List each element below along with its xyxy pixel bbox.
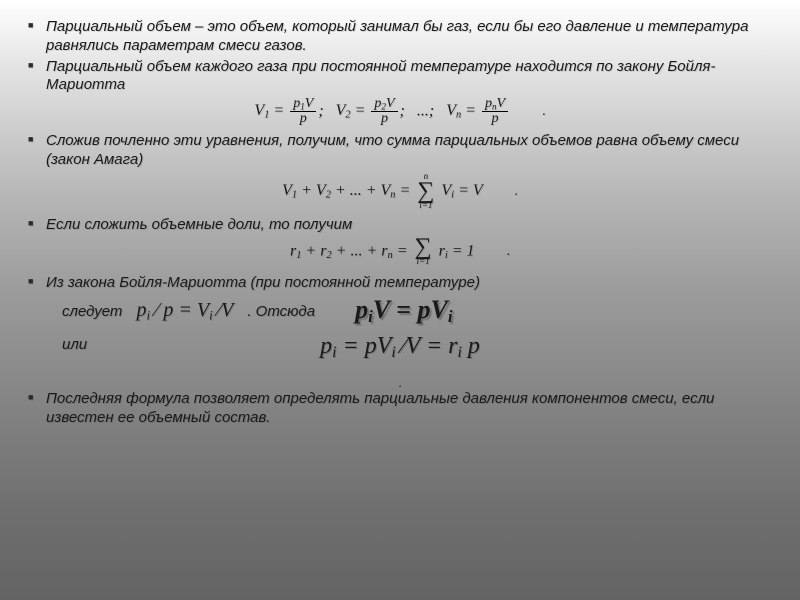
sigma-icon-2: ∑ i=1 bbox=[414, 237, 431, 266]
bullet-5: Из закона Бойля-Мариотта (при постоянной… bbox=[28, 274, 772, 293]
eq1-frac1: p1V p bbox=[290, 97, 316, 126]
eq1-frac2: p2V p bbox=[371, 97, 397, 126]
equation-4a: pi ∕ p = Vi ∕V bbox=[136, 299, 233, 323]
bullet-2: Парциальный объем каждого газа при посто… bbox=[28, 58, 772, 96]
sigma-icon: n ∑ i=1 bbox=[417, 172, 434, 210]
bullet-list-4: Из закона Бойля-Мариотта (при постоянной… bbox=[28, 274, 772, 293]
equation-2: V1 + V2 + ... + Vn = n ∑ i=1 Vi = V . bbox=[28, 172, 772, 210]
eq3-period: . bbox=[507, 244, 511, 259]
equation-4b: piV = pVi bbox=[355, 295, 452, 327]
bullet-list-3: Если сложить объемные доли, то получим bbox=[28, 216, 772, 235]
eq1-vn: Vn = bbox=[446, 102, 480, 119]
bullet-list-5: Последняя формула позволяет определять п… bbox=[28, 390, 772, 428]
bullet-1: Парциальный объем – это объем, который з… bbox=[28, 18, 772, 56]
label-ili: или bbox=[62, 336, 87, 353]
eq1-period: . bbox=[542, 104, 546, 119]
bullet-list-2: Сложив почленно эти уравнения, получим, … bbox=[28, 132, 772, 170]
equation-1: V1 = p1V p ; V2 = p2V p ; ...; Vn = pnV … bbox=[28, 97, 772, 126]
bullet-list: Парциальный объем – это объем, который з… bbox=[28, 18, 772, 95]
slide: Парциальный объем – это объем, который з… bbox=[0, 0, 800, 600]
bullet-4: Если сложить объемные доли, то получим bbox=[28, 216, 772, 235]
eq1-fracn: pnV p bbox=[482, 97, 508, 126]
label-sleduet: следует bbox=[62, 303, 122, 320]
lone-period: . bbox=[28, 375, 772, 390]
eq1-v1: V1 = bbox=[254, 102, 288, 119]
bullet-3: Сложив почленно эти уравнения, получим, … bbox=[28, 132, 772, 170]
eq1-dots: ...; bbox=[417, 102, 434, 119]
bullet-6: Последняя формула позволяет определять п… bbox=[28, 390, 772, 428]
eq2-period: . bbox=[514, 184, 518, 199]
equation-3: r1 + r2 + ... + rn = ∑ i=1 ri = 1 . bbox=[28, 237, 772, 266]
eq1-v2: V2 = bbox=[336, 102, 370, 119]
row-sleduet: следует pi ∕ p = Vi ∕V . Отсюда piV = pV… bbox=[28, 295, 772, 327]
label-otsyuda: . Отсюда bbox=[247, 303, 315, 320]
